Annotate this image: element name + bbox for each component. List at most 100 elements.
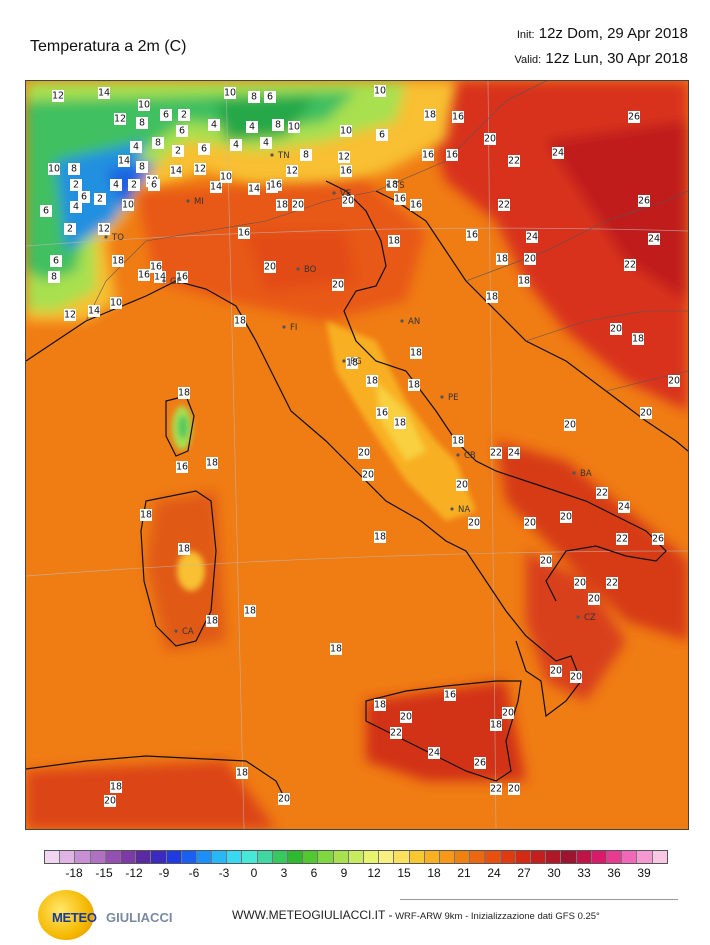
temperature-value-box — [270, 179, 282, 191]
city-dot — [342, 359, 346, 363]
temperature-value-label: 12 — [64, 310, 76, 321]
temperature-value-box — [540, 555, 552, 567]
city-label-bo: BO — [304, 265, 317, 275]
temperature-value-label: 20 — [570, 672, 582, 683]
temperature-value-box — [526, 231, 538, 243]
temperature-value-box — [366, 375, 378, 387]
temperature-value-box — [64, 309, 76, 321]
temperature-value-label: 6 — [151, 180, 157, 191]
temperature-value-box — [176, 461, 188, 473]
city-label-ve: VE — [340, 189, 351, 199]
temperature-value-label: 2 — [97, 194, 103, 205]
city-dot — [576, 615, 580, 619]
borders — [85, 81, 688, 392]
color-scale-ticks: -18 -15 -12 -9 -6 -3 0 3 6 9 12 15 18 21 24 27 30 33 36 39 — [44, 866, 666, 880]
temperature-value-label: 18 — [496, 254, 508, 265]
temperature-value-box — [136, 117, 148, 129]
temperature-value-label: 8 — [139, 162, 145, 173]
legend-tick-label: 39 — [637, 866, 651, 880]
city-markers: TN MI VE TS TO GE BO FI AN PG PE CB BA NA CZ CA — [104, 151, 596, 637]
temperature-value-box — [628, 111, 640, 123]
temperature-value-box — [490, 447, 502, 459]
temperature-value-box — [374, 531, 386, 543]
temperature-value-label: 22 — [490, 784, 502, 795]
temperature-value-box — [640, 407, 652, 419]
footer-credit: WWW.METEOGIULIACCI.IT - WRF-ARW 9km - In… — [232, 908, 600, 922]
temperature-value-box — [668, 375, 680, 387]
legend-swatch — [45, 851, 61, 863]
temperature-value-box — [78, 191, 90, 203]
temperature-value-label: 20 — [502, 708, 514, 719]
temperature-value-box — [570, 671, 582, 683]
temperature-value-label: 24 — [552, 148, 564, 159]
temperature-value-label: 18 — [386, 180, 398, 191]
legend-tick-label: -15 — [95, 866, 113, 880]
temperature-value-label: 20 — [264, 262, 276, 273]
temperature-value-label: 18 — [632, 334, 644, 345]
temperature-value-label: 12 — [194, 164, 206, 175]
legend-swatch — [576, 851, 592, 863]
temperature-value-label: 22 — [606, 578, 618, 589]
temperature-value-box — [150, 261, 162, 273]
temperature-value-label: 14 — [98, 88, 110, 99]
temperature-value-label: 12 — [286, 166, 298, 177]
temperature-value-label: 24 — [618, 502, 630, 513]
temperature-value-box — [444, 689, 456, 701]
temperature-value-box — [288, 121, 300, 133]
chart-title: Temperatura a 2m (C) — [30, 38, 187, 55]
temperature-value-label: 18 — [410, 348, 422, 359]
temperature-value-label: 18 — [206, 616, 218, 627]
temperature-value-box — [136, 161, 148, 173]
po-valley-field — [136, 181, 426, 321]
temperature-value-box — [362, 469, 374, 481]
temperature-value-label: 4 — [211, 120, 217, 131]
temperature-value-box — [394, 417, 406, 429]
temperature-value-box — [400, 711, 412, 723]
temperature-value-box — [490, 719, 502, 731]
temperature-value-label: 22 — [490, 448, 502, 459]
legend-tick-label: 3 — [280, 866, 288, 880]
city-label-tn: TN — [277, 151, 290, 161]
temperature-value-label: 4 — [73, 202, 79, 213]
temperature-value-box — [638, 195, 650, 207]
temperature-value-box — [48, 271, 60, 283]
init-line: Init: 12z Dom, 29 Apr 2018 — [515, 22, 688, 47]
temperature-value-label: 24 — [508, 448, 520, 459]
temperature-value-box — [230, 139, 242, 151]
temperature-value-box — [194, 163, 206, 175]
temperature-value-label: 18 — [234, 316, 246, 327]
temperature-value-label: 20 — [484, 134, 496, 145]
temperature-value-label: 18 — [518, 276, 530, 287]
legend-swatch — [333, 851, 349, 863]
temperature-value-box — [474, 757, 486, 769]
temperature-value-box — [248, 183, 260, 195]
temperature-value-box — [260, 137, 272, 149]
temperature-value-label: 18 — [236, 768, 248, 779]
temperature-value-box — [264, 91, 276, 103]
temperature-value-label: 18 — [330, 644, 342, 655]
temperature-value-label: 8 — [303, 150, 309, 161]
temperature-value-box — [606, 577, 618, 589]
temperature-value-label: 20 — [468, 518, 480, 529]
temperature-value-box — [446, 149, 458, 161]
temperature-value-box — [178, 543, 190, 555]
temperature-value-label: 20 — [508, 784, 520, 795]
temperature-value-box — [272, 119, 284, 131]
legend-swatch — [242, 851, 258, 863]
temperature-value-box — [410, 199, 422, 211]
city-dot — [186, 199, 190, 203]
temperature-value-label: 16 — [176, 272, 188, 283]
temperature-value-label: 20 — [332, 280, 344, 291]
temperature-value-box — [48, 163, 60, 175]
temperature-value-box — [388, 235, 400, 247]
temperature-value-label: 26 — [628, 112, 640, 123]
temperature-value-box — [394, 193, 406, 205]
temperature-value-box — [340, 125, 352, 137]
temperature-value-label: 18 — [112, 256, 124, 267]
legend-swatch — [485, 851, 501, 863]
temperature-value-box — [64, 223, 76, 235]
temperature-map: 12 14 10 6 2 10 8 6 10 12 8 6 4 4 8 10 10 6 4 8 2 6 4 4 8 12 10 8 14… — [25, 80, 689, 830]
temperature-value-label: 20 — [104, 796, 116, 807]
temperature-value-box — [496, 253, 508, 265]
